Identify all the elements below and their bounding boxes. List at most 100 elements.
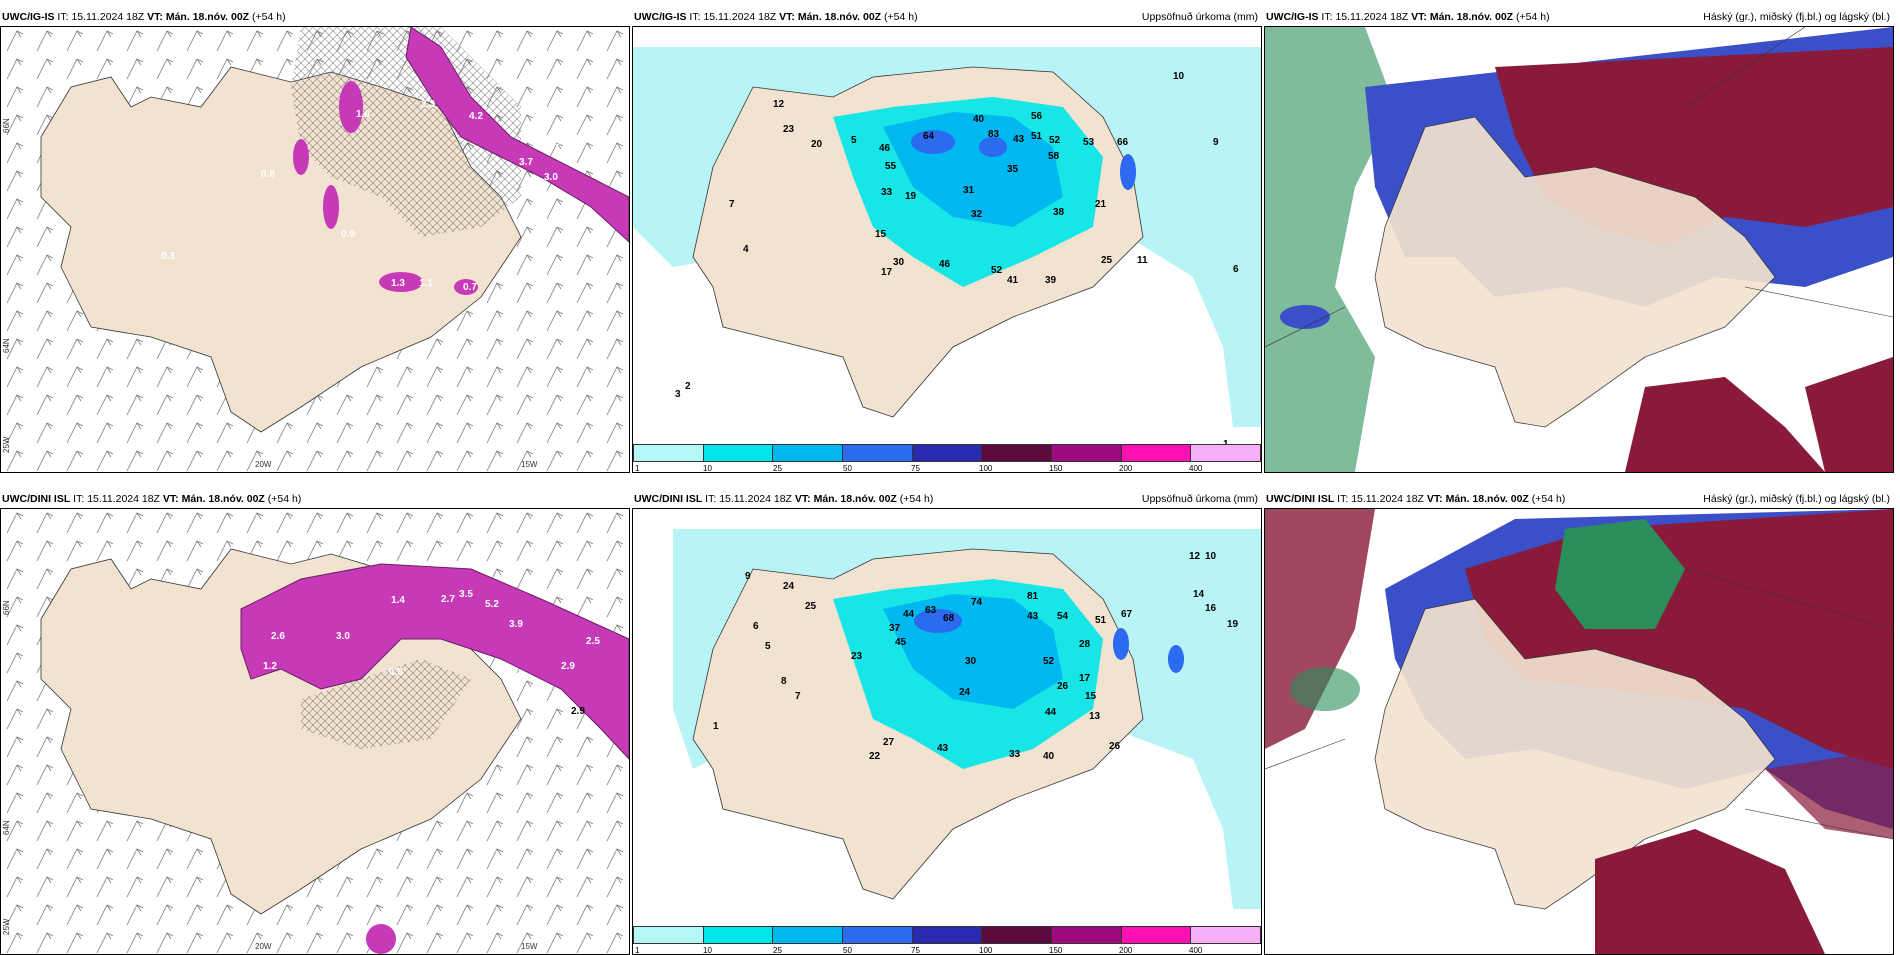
colorbar-swatch (1190, 926, 1261, 944)
gridline (1265, 27, 1893, 348)
snow-label: 1.8 (546, 137, 560, 148)
snow-label: 0.3 (161, 251, 175, 262)
colorbar-swatch (702, 926, 773, 944)
precip-label: 6 (753, 621, 759, 632)
panel-ig-clouds: UWC/IG-IS IT: 15.11.2024 18Z VT: Mán. 18… (1264, 8, 1894, 473)
colorbar-swatch (772, 926, 843, 944)
precip-label: 46 (879, 143, 891, 154)
low-cloud (1805, 357, 1893, 472)
precip-label: 2 (685, 381, 691, 392)
map-frame[interactable] (1264, 508, 1894, 955)
precip-label: 4 (743, 244, 749, 255)
precip-label: 64 (923, 131, 935, 142)
precip-label: 26 (1057, 681, 1069, 692)
precip-label: 40 (1043, 751, 1055, 762)
lon-label: 25W (2, 918, 11, 935)
panel-ig-snow: UWC/IG-IS IT: 15.11.2024 18Z VT: Mán. 18… (0, 8, 630, 473)
lat-label: 66N (2, 118, 11, 133)
lon-label: 15W (521, 942, 538, 951)
snow-label: 2.7 (441, 594, 455, 605)
precip-label: 39 (1045, 275, 1057, 286)
precip-label: 13 (1089, 711, 1101, 722)
gridline (1265, 568, 1893, 840)
colorbar-swatch (1120, 926, 1191, 944)
precip-label: 43 (1013, 134, 1025, 145)
precip-label: 20 (811, 139, 823, 150)
precip-label: 17 (881, 267, 893, 278)
colorbar-ticks: 1 10 25 50 75 100 150 200 400 (635, 946, 1203, 955)
snow-map: 2.7 3.5 5.2 3.9 2.9 2.5 2.6 1.2 3.0 1.4 … (1, 509, 629, 954)
precip-label: 19 (905, 191, 917, 202)
precip-label: 52 (1049, 135, 1061, 146)
map-frame[interactable] (1264, 26, 1894, 473)
snow-patch (339, 81, 363, 133)
colorbar-swatch (633, 926, 703, 944)
snow-label: 0.9 (341, 229, 355, 240)
snow-patch (454, 279, 478, 295)
panel-dini-clouds: UWC/DINI ISL IT: 15.11.2024 18Z VT: Mán.… (1264, 490, 1894, 955)
precip-label: 52 (991, 265, 1003, 276)
map-frame[interactable]: 24 25 37 44 63 68 74 81 43 54 51 67 45 2… (632, 508, 1262, 955)
precip-label: 16 (1205, 603, 1217, 614)
precip-label: 11 (1137, 255, 1148, 266)
precip-label: 12 (1189, 551, 1201, 562)
lon-label: 25W (2, 436, 11, 453)
colorbar-swatch (1120, 444, 1191, 462)
colorbar-swatch (981, 926, 1052, 944)
precip-label: 33 (1009, 749, 1021, 760)
precip-label: 63 (925, 605, 937, 616)
precip-label: 25 (805, 601, 817, 612)
iceland-land (1374, 116, 1776, 428)
model-name: UWC/IG-IS (2, 11, 55, 23)
snow-label: 3.0 (544, 172, 558, 183)
precip-label: 21 (1095, 199, 1107, 210)
precip-label: 22 (869, 751, 881, 762)
precip-label: 44 (903, 609, 915, 620)
precip-map: 24 25 37 44 63 68 74 81 43 54 51 67 45 2… (673, 529, 1261, 909)
precip-label: 38 (1053, 207, 1065, 218)
precip-label: 56 (1031, 111, 1043, 122)
high-cloud (1555, 519, 1685, 629)
snow-label: 0.8 (389, 667, 403, 678)
map-frame[interactable]: 2.7 3.5 5.2 3.9 2.9 2.5 2.6 1.2 3.0 1.4 … (0, 508, 630, 955)
precip-label: 74 (971, 597, 983, 608)
low-cloud (1625, 377, 1825, 472)
lat-label: 64N (2, 820, 11, 835)
lat-label: 66N (2, 600, 11, 615)
precip-label: 32 (971, 209, 983, 220)
precip-label: 55 (885, 161, 897, 172)
precip-label: 31 (963, 185, 975, 196)
precip-label: 68 (943, 613, 955, 624)
snow-label: 3.0 (336, 631, 350, 642)
precip-label: 8 (781, 676, 787, 687)
panel-title: UWC/DINI ISL IT: 15.11.2024 18Z VT: Mán.… (634, 493, 1258, 505)
snow-patch (366, 924, 396, 954)
snow-label: 2.9 (561, 661, 575, 672)
snow-label: 2.5 (586, 636, 600, 647)
precip-label: 44 (1045, 707, 1057, 718)
precip-label: 19 (1227, 619, 1239, 630)
colorbar-swatch (842, 926, 912, 944)
hatched-area (301, 659, 471, 749)
model-name: UWC/IG-IS (1266, 11, 1319, 23)
map-frame[interactable]: 12 23 20 40 64 83 56 43 51 52 58 53 66 4… (632, 26, 1262, 473)
lon-label: 20W (255, 942, 272, 951)
snow-band-ne (405, 27, 629, 243)
precip-label: 14 (1193, 589, 1205, 600)
snow-label: 1.4 (391, 595, 405, 606)
snow-label: 3.5 (459, 589, 473, 600)
map-frame[interactable]: 2.3 4.2 3.7 3.0 1.6 1.8 0.9 0.3 0.7 0.8 … (0, 26, 630, 473)
precip-label: 5 (851, 135, 857, 146)
snow-label: 0.7 (463, 282, 477, 293)
precip-label: 46 (939, 259, 951, 270)
colorbar-swatch (981, 444, 1052, 462)
snow-label: 4.2 (469, 111, 483, 122)
model-name: UWC/DINI ISL (2, 493, 71, 505)
precip-label: 83 (988, 129, 1000, 140)
precip-label: 15 (875, 229, 887, 240)
precip-label: 24 (783, 581, 795, 592)
precip-label: 30 (965, 656, 977, 667)
snow-patch (379, 272, 423, 292)
snow-patch (293, 139, 309, 175)
panel-title: UWC/IG-IS IT: 15.11.2024 18Z VT: Mán. 18… (2, 11, 286, 23)
